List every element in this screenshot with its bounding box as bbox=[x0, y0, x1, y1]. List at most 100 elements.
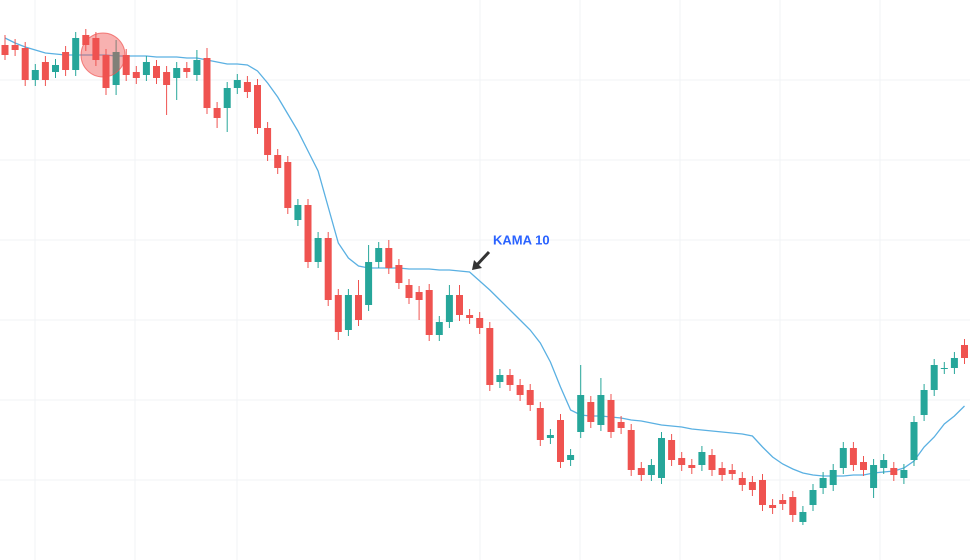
candle-body bbox=[284, 162, 292, 208]
candle-body bbox=[890, 468, 898, 475]
kama-line bbox=[4, 37, 965, 477]
candle-body bbox=[41, 62, 49, 80]
arrow-head bbox=[472, 260, 482, 270]
candle-body bbox=[647, 465, 655, 475]
candle-body bbox=[355, 295, 362, 320]
candle-body bbox=[415, 292, 423, 300]
annotation: KAMA 10 bbox=[493, 232, 550, 247]
candle-body bbox=[163, 72, 171, 85]
candle-body bbox=[203, 58, 211, 108]
candle-body bbox=[880, 460, 888, 468]
candle-body bbox=[153, 66, 160, 78]
candle-body bbox=[930, 365, 938, 390]
candle-body bbox=[264, 128, 272, 155]
candle-body bbox=[365, 262, 373, 305]
candle-body bbox=[799, 512, 807, 522]
candle-body bbox=[466, 315, 474, 318]
candle-body bbox=[627, 430, 635, 470]
candle-body bbox=[617, 422, 625, 428]
candle-body bbox=[122, 55, 130, 75]
candle-body bbox=[435, 322, 443, 335]
candle-body bbox=[577, 395, 585, 432]
candle-body bbox=[496, 375, 504, 382]
candle-body bbox=[334, 295, 342, 332]
candle-body bbox=[920, 390, 928, 415]
candle-body bbox=[809, 490, 817, 505]
candle-body bbox=[910, 422, 918, 460]
candle-body bbox=[31, 70, 39, 80]
candle-body bbox=[274, 155, 282, 168]
candle-body bbox=[243, 82, 251, 92]
candle-body bbox=[678, 458, 686, 465]
candle-body bbox=[193, 60, 201, 75]
candle-body bbox=[900, 470, 908, 478]
candle-body bbox=[486, 328, 494, 385]
candle-body bbox=[557, 420, 564, 462]
candle-body bbox=[52, 65, 59, 72]
candle-body bbox=[385, 248, 393, 268]
candle-body bbox=[11, 45, 19, 50]
candle-body bbox=[183, 68, 191, 72]
candle-body bbox=[476, 318, 484, 328]
candle-body bbox=[314, 238, 322, 262]
candle-body bbox=[779, 500, 787, 504]
candle-body bbox=[940, 368, 948, 369]
candle-body bbox=[961, 345, 968, 358]
candle-body bbox=[860, 462, 867, 470]
candle-body bbox=[1, 45, 9, 55]
candle-body bbox=[950, 358, 958, 368]
candle-body bbox=[536, 408, 544, 440]
candle-body bbox=[375, 248, 383, 262]
candle-body bbox=[395, 265, 403, 283]
candle-body bbox=[597, 395, 605, 425]
candle-body bbox=[789, 497, 797, 515]
candle-body bbox=[658, 438, 665, 478]
candle-body bbox=[92, 38, 100, 60]
candle-body bbox=[688, 465, 696, 468]
candle-body bbox=[405, 285, 413, 298]
candle-body bbox=[839, 448, 847, 468]
candle-body bbox=[516, 385, 524, 395]
candle-body bbox=[173, 68, 181, 78]
candle-body bbox=[21, 48, 29, 80]
candle-body bbox=[759, 480, 766, 505]
candle-body bbox=[213, 108, 221, 118]
candle-body bbox=[587, 402, 595, 422]
candle-body bbox=[819, 478, 827, 488]
candle-body bbox=[769, 505, 777, 508]
candle-body bbox=[254, 85, 261, 128]
candle-body bbox=[324, 238, 332, 300]
candle-body bbox=[728, 470, 736, 474]
candle-body bbox=[82, 35, 90, 45]
candle-body bbox=[344, 295, 352, 330]
candle-body bbox=[425, 290, 433, 335]
candle-body bbox=[506, 375, 514, 385]
candle-body bbox=[718, 468, 726, 475]
candle-body bbox=[738, 478, 746, 485]
candle-body bbox=[546, 435, 554, 438]
candle-body bbox=[748, 482, 756, 490]
candle-body bbox=[607, 400, 615, 432]
candle-body bbox=[567, 455, 575, 460]
candle-body bbox=[849, 448, 857, 465]
candle-body bbox=[62, 52, 70, 70]
candle-body bbox=[698, 452, 706, 465]
candle-body bbox=[668, 440, 676, 460]
candle-body bbox=[526, 390, 534, 405]
candle-body bbox=[304, 205, 312, 262]
candle-body bbox=[294, 205, 302, 220]
candle-body bbox=[102, 55, 110, 88]
candle-body bbox=[829, 470, 837, 485]
candle-body bbox=[132, 72, 140, 78]
candle-body bbox=[233, 80, 241, 88]
candle-body bbox=[112, 52, 120, 85]
candle-body bbox=[708, 455, 716, 470]
candle-body bbox=[142, 62, 150, 75]
candle-body bbox=[456, 295, 463, 315]
candle-body bbox=[870, 465, 878, 488]
candle-body bbox=[223, 88, 231, 108]
candle-body bbox=[72, 38, 80, 70]
candle-body bbox=[445, 295, 453, 322]
highlight-circle bbox=[80, 32, 126, 78]
